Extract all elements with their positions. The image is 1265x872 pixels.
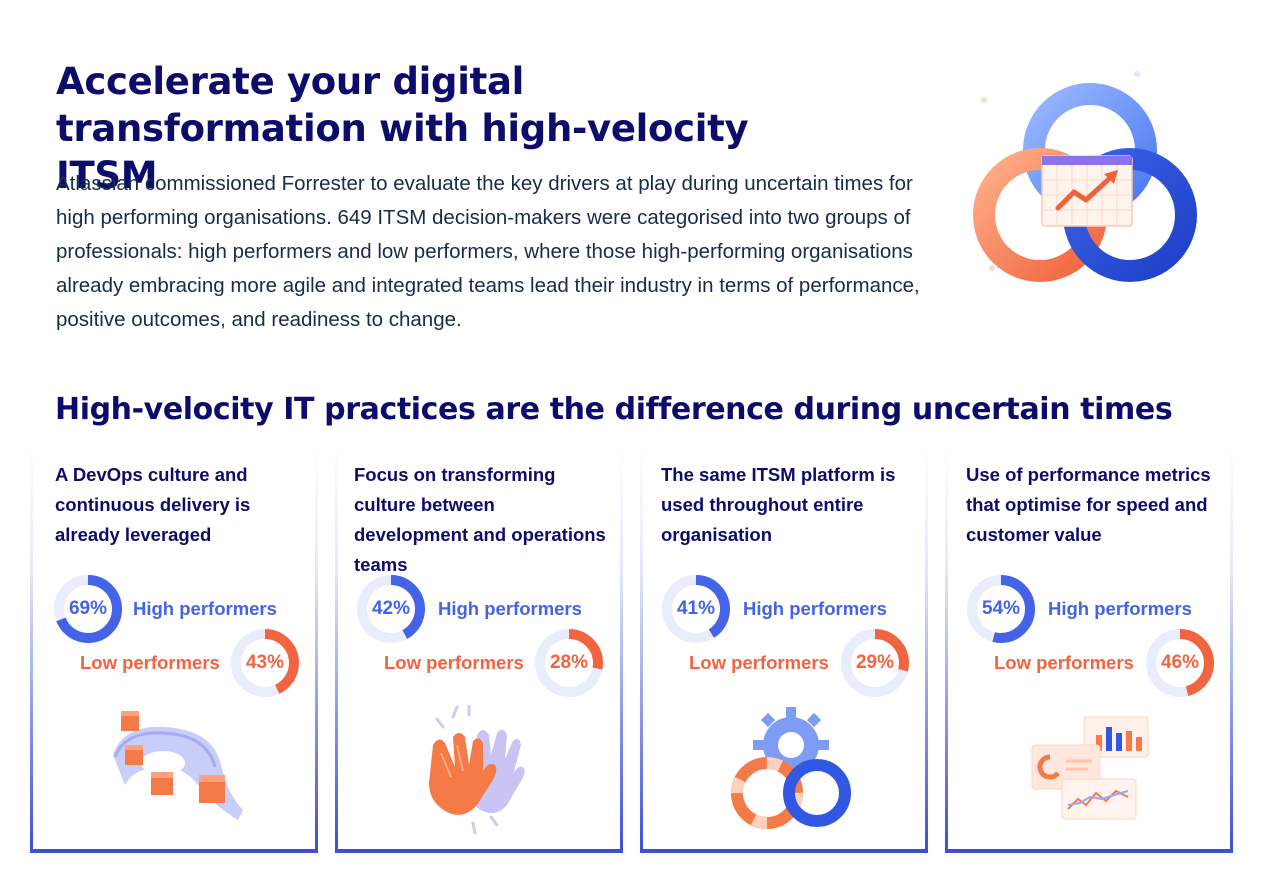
- low-performers-donut: 28%: [534, 628, 604, 698]
- low-performers-label: Low performers: [994, 652, 1134, 673]
- interlocking-rings-chart-icon: [972, 70, 1212, 290]
- pipeline-boxes-icon: [103, 705, 273, 840]
- high-percent: 42%: [371, 598, 411, 619]
- low-performers-donut: 46%: [1145, 628, 1215, 698]
- high-performers-donut: 69%: [53, 574, 123, 644]
- low-arc: [1146, 629, 1214, 697]
- low-arc: [535, 629, 603, 697]
- low-percent: 46%: [1160, 652, 1200, 673]
- low-performers-donut: 29%: [840, 628, 910, 698]
- high-percent: 69%: [68, 598, 108, 619]
- gears-rings-icon: [723, 705, 893, 840]
- stat-card-devops: A DevOps culture and continuous delivery…: [30, 450, 318, 853]
- card-title: A DevOps culture and continuous delivery…: [55, 464, 251, 545]
- stat-card-metrics: Use of performance metrics that optimise…: [945, 450, 1233, 853]
- high-performers-label: High performers: [743, 598, 887, 619]
- high-five-icon: [413, 703, 583, 840]
- section-title: High-velocity IT practices are the diffe…: [55, 392, 1173, 427]
- card-title: Use of performance metrics that optimise…: [966, 464, 1211, 545]
- high-arc: [967, 575, 1035, 643]
- low-percent: 29%: [855, 652, 895, 673]
- high-percent: 41%: [676, 598, 716, 619]
- stat-card-platform: The same ITSM platform is used throughou…: [640, 450, 928, 853]
- high-arc: [662, 575, 730, 643]
- low-performers-donut: 43%: [230, 628, 300, 698]
- card-title: The same ITSM platform is used throughou…: [661, 464, 896, 545]
- card-title: Focus on transforming culture between de…: [354, 464, 606, 575]
- low-percent: 43%: [245, 652, 285, 673]
- low-performers-label: Low performers: [689, 652, 829, 673]
- stat-card-culture: Focus on transforming culture between de…: [335, 450, 623, 853]
- high-percent: 54%: [981, 598, 1021, 619]
- high-performers-label: High performers: [133, 598, 277, 619]
- high-performers-donut: 42%: [356, 574, 426, 644]
- high-arc: [357, 575, 425, 643]
- low-performers-label: Low performers: [384, 652, 524, 673]
- low-arc: [231, 629, 299, 697]
- high-arc: [54, 575, 122, 643]
- high-performers-donut: 54%: [966, 574, 1036, 644]
- high-performers-label: High performers: [1048, 598, 1192, 619]
- low-performers-label: Low performers: [80, 652, 220, 673]
- low-arc: [841, 629, 909, 697]
- low-percent: 28%: [549, 652, 589, 673]
- intro-paragraph: Atlassian commissioned Forrester to eval…: [56, 172, 920, 331]
- high-performers-label: High performers: [438, 598, 582, 619]
- page-title: Accelerate your digital transformation w…: [56, 60, 749, 197]
- high-performers-donut: 41%: [661, 574, 731, 644]
- dashboard-charts-icon: [1028, 705, 1198, 840]
